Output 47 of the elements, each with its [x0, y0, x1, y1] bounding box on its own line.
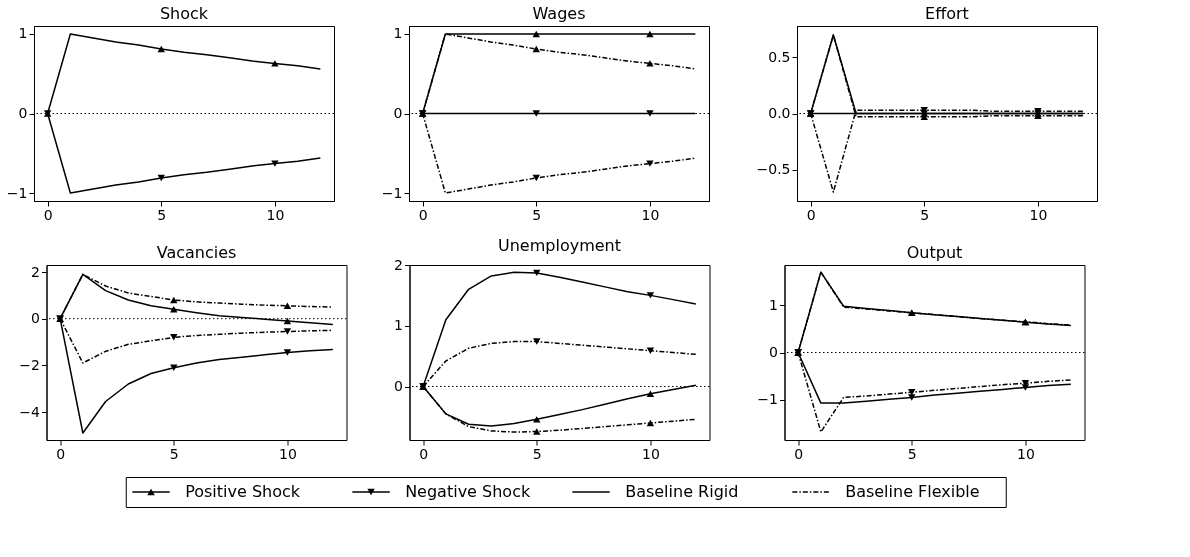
chart-title: Effort [925, 4, 969, 23]
x-tick-label: 0 [43, 206, 53, 223]
x-tick-label: 10 [641, 445, 660, 462]
x-tick-label: 0 [418, 206, 428, 223]
y-tick-label: 0 [769, 344, 778, 360]
x-tick-label: 10 [266, 206, 285, 223]
y-tick-label: 0 [394, 378, 403, 395]
y-tick-label: 0 [18, 105, 28, 121]
y-tick-label: 0 [393, 105, 403, 121]
y-tick-label: 1 [18, 25, 28, 42]
legend-label: Negative Shock [405, 482, 531, 501]
y-tick-label: −0.5 [756, 161, 791, 178]
y-tick-label: 0.5 [768, 48, 791, 65]
x-tick-label: 10 [1029, 206, 1048, 223]
x-tick-label: 5 [532, 206, 542, 223]
x-tick-label: 5 [907, 445, 917, 462]
x-tick-label: 5 [920, 206, 930, 223]
y-tick-label: 1 [393, 25, 403, 42]
legend-label: Baseline Rigid [625, 482, 739, 501]
y-tick-label: −2 [19, 356, 40, 373]
y-tick-label: −1 [6, 184, 28, 201]
y-tick-label: 2 [394, 256, 403, 273]
y-tick-label: −1 [757, 391, 778, 408]
x-tick-label: 0 [56, 445, 66, 462]
y-tick-label: −1 [381, 184, 403, 201]
chart-title: Vacancies [156, 243, 237, 262]
x-tick-label: 0 [794, 445, 804, 462]
y-tick-label: 2 [31, 263, 40, 280]
x-tick-label: 10 [641, 206, 660, 223]
chart-title: Wages [532, 4, 586, 23]
legend-label: Positive Shock [185, 482, 301, 501]
legend-label: Baseline Flexible [845, 482, 980, 501]
x-tick-label: 0 [419, 445, 429, 462]
y-tick-label: −4 [19, 403, 41, 420]
x-tick-label: 5 [157, 206, 167, 223]
chart-title: Shock [159, 4, 209, 23]
x-tick-label: 5 [169, 445, 179, 462]
y-tick-label: 1 [769, 296, 778, 313]
x-tick-label: 0 [806, 206, 816, 223]
y-tick-label: 1 [394, 317, 403, 334]
y-tick-label: 0.0 [768, 105, 791, 121]
y-tick-label: 0 [31, 310, 40, 327]
x-tick-label: 10 [1016, 445, 1035, 462]
chart-title: Unemployment [498, 236, 621, 255]
x-tick-label: 5 [532, 445, 542, 462]
chart-title: Output [906, 243, 963, 262]
x-tick-label: 10 [279, 445, 297, 462]
